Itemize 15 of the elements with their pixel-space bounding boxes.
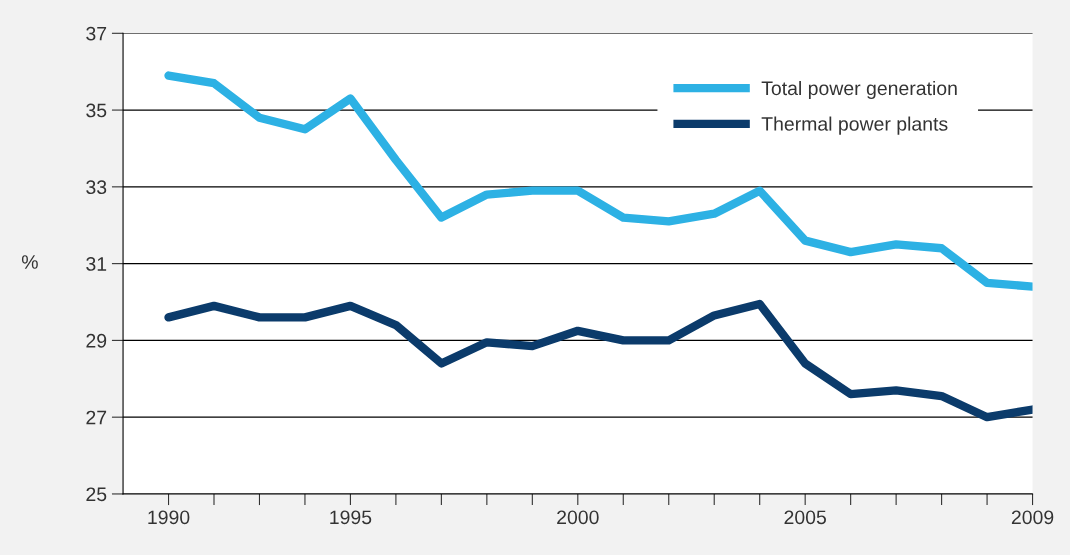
y-axis-title: % — [21, 255, 38, 269]
y-tick-label: 33 — [86, 180, 107, 195]
x-tick-label: 1995 — [330, 510, 372, 525]
y-tick-label: 27 — [86, 410, 107, 425]
y-tick-label: 31 — [86, 257, 107, 271]
x-tick-label: 2000 — [557, 510, 599, 525]
x-tick-label: 1990 — [148, 510, 190, 525]
legend-label: Total power generation — [761, 80, 957, 100]
x-tick-label: 2005 — [784, 510, 826, 525]
legend-label: Thermal power plants — [761, 116, 948, 135]
y-tick-label: 25 — [86, 487, 107, 502]
y-tick-label: 35 — [86, 103, 107, 118]
x-tick-label: 2009 — [1011, 510, 1054, 525]
y-tick-label: 37 — [86, 26, 107, 41]
y-tick-label: 29 — [86, 333, 107, 348]
